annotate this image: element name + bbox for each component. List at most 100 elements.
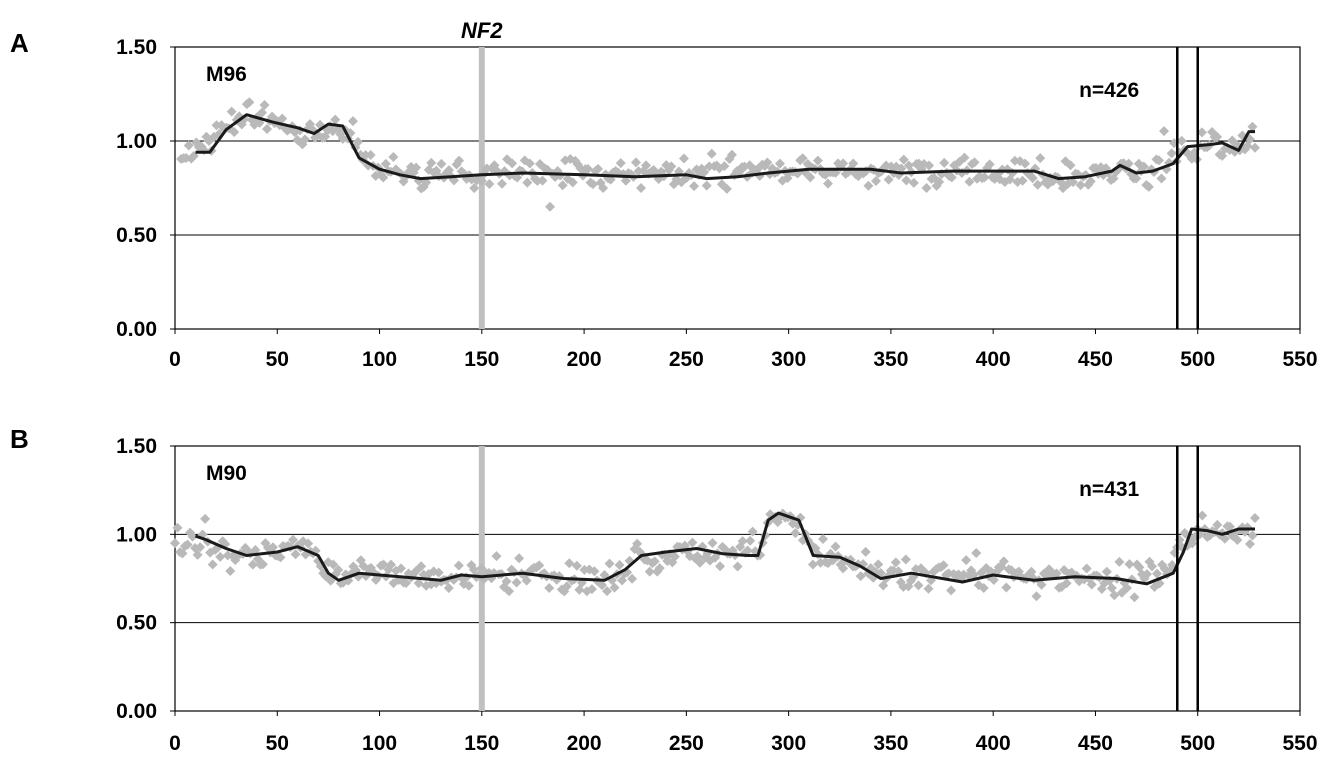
y-tick-label: 0.00 [116,318,157,341]
data-point [183,140,194,151]
y-tick-label: 0.50 [116,224,157,247]
x-tick-label: 350 [873,348,908,371]
x-tick-label: 100 [362,732,397,755]
data-point [964,176,975,187]
data-point [1035,153,1046,164]
x-tick-label: 0 [169,732,181,755]
data-point [225,565,236,576]
data-point [537,175,548,186]
data-point [484,179,495,190]
data-point [863,180,874,191]
x-tick-label: 150 [464,348,499,371]
data-point [890,557,901,568]
data-point [378,559,389,570]
data-point [250,545,261,556]
data-point [504,586,515,597]
smoothed-line [195,511,1255,586]
data-point [838,158,849,169]
data-point [396,563,407,574]
data-point [328,559,339,570]
data-point [807,559,818,570]
data-point [988,574,999,585]
data-point [934,176,945,187]
data-point [630,157,641,168]
data-point [1068,177,1079,188]
data-point [855,571,866,582]
data-point [627,573,638,584]
data-point [1247,530,1258,541]
data-point [774,158,785,169]
n-label: n=426 [1079,79,1139,102]
data-point [883,174,894,185]
data-point [979,172,990,183]
data-point [593,163,604,174]
data-point [873,559,884,570]
data-point [413,578,424,589]
data-point [1031,591,1042,602]
data-point [1086,579,1097,590]
sample-label: M96 [206,63,247,86]
data-point [998,556,1009,567]
data-point [971,548,982,559]
data-point [687,537,698,548]
y-tick-label: 1.50 [116,36,157,59]
data-point [587,179,598,190]
data-point [715,561,726,572]
x-tick-label: 250 [669,732,704,755]
data-point [900,554,911,565]
data-point [870,175,881,186]
data-point [360,150,371,161]
x-tick-label: 50 [266,348,289,371]
data-point [1085,176,1096,187]
data-point [1250,142,1260,153]
data-point [200,513,211,524]
x-tick-label: 300 [771,348,806,371]
data-point [401,578,412,589]
data-point [299,134,310,145]
data-point [433,567,444,578]
data-point [946,585,957,596]
x-tick-label: 100 [362,348,397,371]
data-point [959,152,970,163]
data-point [1131,173,1142,184]
data-point [818,534,828,545]
data-point [416,561,427,572]
data-point [244,97,255,108]
data-point [896,163,907,174]
data-point [790,528,801,539]
data-point [699,167,710,178]
data-point [522,177,533,188]
x-tick-label: 500 [1180,348,1215,371]
data-point [170,538,180,549]
data-point [968,569,979,580]
x-tick-label: 500 [1180,732,1215,755]
data-point [582,163,593,174]
data-point [544,583,555,594]
data-point [211,120,222,131]
data-point [521,575,532,586]
data-point [378,172,389,183]
data-point [589,566,600,577]
data-point [848,158,859,169]
data-point [602,586,612,597]
data-point [1124,559,1135,570]
data-point [277,113,288,124]
data-point [1015,156,1026,167]
data-point [226,106,237,117]
data-point [1156,173,1167,184]
data-point [1075,180,1086,191]
data-point [719,161,730,172]
data-point [732,561,743,572]
data-point [908,177,919,188]
data-point [1061,578,1072,589]
data-point [694,557,705,568]
data-point [946,172,957,183]
data-point [491,551,502,562]
data-point [913,580,924,591]
data-points [176,97,1260,212]
data-point [586,584,597,595]
data-point [1121,582,1132,593]
data-point [426,157,437,168]
data-point [745,535,756,546]
data-point [262,123,273,134]
